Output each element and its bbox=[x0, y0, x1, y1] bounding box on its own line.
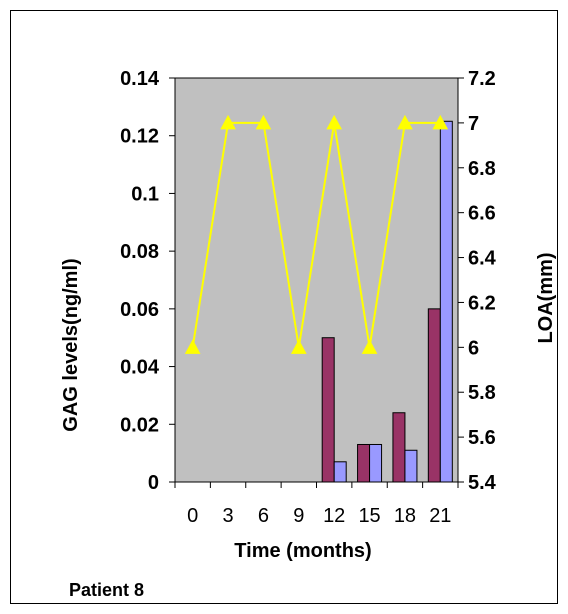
loa-point-marker bbox=[361, 339, 378, 354]
right-y-axis: 5.4 5.6 5.8 6 6.2 6.4 6.6 6.8 7 7.2 bbox=[458, 68, 497, 494]
bar-series-group bbox=[321, 120, 453, 483]
right-y-tick-label: 7.2 bbox=[468, 68, 496, 90]
x-tick-label: 3 bbox=[223, 505, 234, 527]
right-y-tick-label: 6.2 bbox=[468, 292, 496, 314]
loa-point-marker bbox=[220, 114, 236, 130]
bar-series-1-bar bbox=[427, 308, 441, 483]
bar-series-2-bar bbox=[369, 443, 383, 483]
patient-caption: Patient 8 bbox=[69, 580, 145, 600]
bar-series-2-bar bbox=[439, 120, 453, 483]
left-y-tick-label: 0.06 bbox=[120, 299, 159, 321]
left-y-tick-label: 0.12 bbox=[120, 126, 159, 148]
left-y-axis: 0 0.02 0.04 0.06 0.08 0.1 0.12 0.14 bbox=[120, 68, 175, 494]
left-y-tick-label: 0 bbox=[148, 472, 159, 494]
bar-series-1-bar bbox=[321, 337, 335, 483]
x-axis: 0 3 6 9 12 15 18 21 bbox=[174, 482, 459, 527]
chart-frame: 0 0.02 0.04 0.06 0.08 0.1 0.12 0.14 5.4 5.6 5.8 6 6… bbox=[10, 10, 558, 604]
loa-point-marker bbox=[432, 114, 449, 130]
x-tick-label: 0 bbox=[187, 505, 198, 527]
loa-point-marker bbox=[326, 114, 343, 130]
right-y-tick-label: 6.8 bbox=[468, 158, 496, 180]
left-y-axis-title: GAG levels(ng/ml) bbox=[60, 258, 82, 431]
loa-point-marker bbox=[290, 339, 307, 354]
loa-line-series bbox=[184, 114, 449, 354]
right-y-tick-label: 5.4 bbox=[468, 472, 497, 494]
x-tick-label: 9 bbox=[293, 505, 304, 527]
loa-line bbox=[191, 121, 441, 348]
x-tick-label: 18 bbox=[394, 505, 416, 527]
plot-area bbox=[174, 77, 459, 483]
loa-point-marker bbox=[397, 114, 413, 130]
left-y-tick-label: 0.14 bbox=[120, 68, 160, 90]
gag-loa-chart: 0 0.02 0.04 0.06 0.08 0.1 0.12 0.14 5.4 5.6 5.8 6 6… bbox=[60, 68, 557, 562]
left-y-tick-label: 0.02 bbox=[120, 414, 159, 436]
bar-series-1-bar bbox=[357, 443, 371, 483]
loa-point-marker bbox=[184, 339, 201, 354]
bar-series-2-bar bbox=[333, 461, 347, 483]
x-tick-label: 6 bbox=[258, 505, 269, 527]
right-y-tick-label: 5.6 bbox=[468, 427, 496, 449]
x-tick-label: 21 bbox=[429, 505, 451, 527]
x-tick-label: 15 bbox=[358, 505, 380, 527]
right-y-tick-label: 7 bbox=[468, 113, 479, 135]
right-y-tick-label: 6.4 bbox=[468, 248, 497, 270]
left-y-tick-label: 0.08 bbox=[120, 241, 159, 263]
bar-series-1-bar bbox=[392, 412, 406, 483]
x-axis-title: Time (months) bbox=[234, 540, 371, 562]
bar-series-2-bar bbox=[404, 449, 418, 483]
left-y-tick-label: 0.1 bbox=[131, 183, 159, 205]
loa-point-marker bbox=[255, 114, 272, 130]
right-y-tick-label: 6.6 bbox=[468, 203, 496, 225]
right-y-tick-label: 6 bbox=[468, 337, 479, 359]
right-y-axis-title: LOA(mm) bbox=[535, 252, 557, 343]
right-y-tick-label: 5.8 bbox=[468, 382, 496, 404]
x-tick-label: 12 bbox=[323, 505, 345, 527]
left-y-tick-label: 0.04 bbox=[120, 357, 160, 379]
